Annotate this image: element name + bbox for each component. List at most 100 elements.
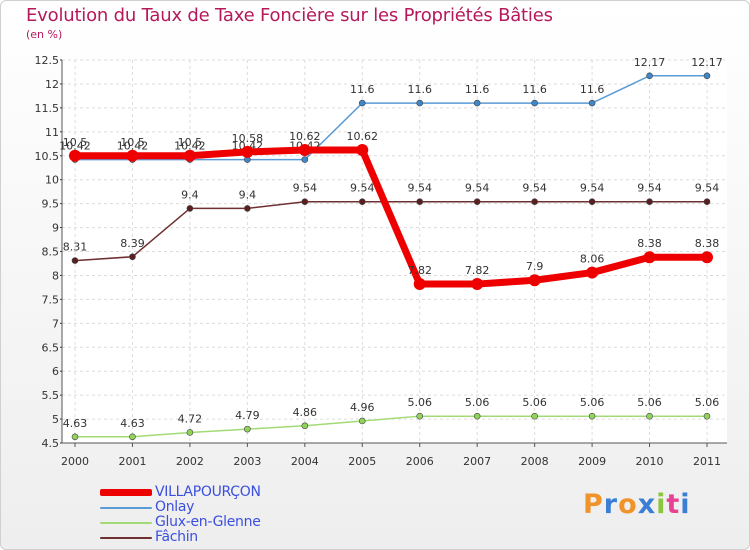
y-tick-label: 7.5 xyxy=(42,293,60,306)
data-label: 4.86 xyxy=(293,406,318,419)
y-tick-label: 10.5 xyxy=(35,150,60,163)
data-point xyxy=(531,198,538,206)
x-tick-label: 2009 xyxy=(578,455,606,468)
x-tick-label: 2003 xyxy=(233,455,261,468)
data-label: 11.6 xyxy=(465,83,490,96)
data-label: 12.17 xyxy=(634,56,666,69)
data-label: 5.06 xyxy=(580,396,605,409)
data-point xyxy=(298,144,311,157)
data-point xyxy=(413,278,426,291)
data-label: 5.06 xyxy=(695,396,720,409)
x-tick-label: 2010 xyxy=(636,455,664,468)
data-label: 5.06 xyxy=(407,396,432,409)
data-point xyxy=(473,99,481,107)
x-tick-label: 2001 xyxy=(118,455,146,468)
logo-letter: t xyxy=(666,489,681,520)
data-point xyxy=(703,412,711,420)
x-tick-label: 2000 xyxy=(61,455,89,468)
y-tick-label: 11 xyxy=(45,126,59,139)
data-label: 10.62 xyxy=(347,130,379,143)
legend-label-villapourcon: VILLAPOURÇON xyxy=(155,484,261,500)
data-label: 9.54 xyxy=(522,182,547,195)
chart-title: Evolution du Taux de Taxe Foncière sur l… xyxy=(26,5,553,26)
data-point xyxy=(301,156,309,163)
data-label: 8.38 xyxy=(695,237,720,250)
data-label: 10.5 xyxy=(120,136,145,149)
data-label: 7.9 xyxy=(526,260,544,273)
data-label: 8.39 xyxy=(120,237,145,250)
data-point xyxy=(244,205,251,212)
data-point xyxy=(703,72,711,80)
data-point xyxy=(588,99,596,107)
data-point xyxy=(356,144,369,157)
data-label: 4.79 xyxy=(235,409,260,422)
data-point xyxy=(646,412,653,420)
data-point xyxy=(241,145,254,158)
logo-letter: o xyxy=(618,489,638,520)
data-point xyxy=(71,433,79,441)
logo-letter: P xyxy=(583,489,604,520)
data-point xyxy=(416,198,424,206)
y-tick-label: 5.5 xyxy=(42,389,60,402)
series-line xyxy=(74,200,708,262)
logo-letter: x xyxy=(637,489,657,520)
legend-swatch-fachin xyxy=(100,537,152,539)
data-point xyxy=(646,198,653,206)
data-point xyxy=(701,251,713,264)
data-point xyxy=(531,99,538,107)
y-tick-label: 5 xyxy=(52,413,59,426)
data-point xyxy=(129,253,136,261)
legend-swatch-glux xyxy=(100,522,152,524)
x-tick-label: 2011 xyxy=(693,455,721,468)
data-point xyxy=(588,198,596,206)
x-tick-label: 2005 xyxy=(348,455,376,468)
data-point xyxy=(183,149,196,162)
data-label: 9.4 xyxy=(239,188,257,201)
data-label: 9.54 xyxy=(407,182,432,195)
y-tick-label: 6 xyxy=(52,365,59,378)
data-label: 5.06 xyxy=(522,396,547,409)
data-label: 7.82 xyxy=(407,264,432,277)
data-point xyxy=(186,205,194,212)
data-point xyxy=(358,198,366,206)
data-label: 8.31 xyxy=(63,241,88,254)
data-point xyxy=(703,198,711,206)
data-label: 8.38 xyxy=(637,237,662,250)
data-label: 10.42 xyxy=(117,140,149,153)
y-tick-label: 8.5 xyxy=(42,246,60,259)
x-tick-label: 2008 xyxy=(521,455,549,468)
x-tick-label: 2007 xyxy=(463,455,491,468)
y-tick-label: 11.5 xyxy=(35,102,60,115)
data-point xyxy=(646,72,653,80)
legend-swatch-villapourcon xyxy=(100,489,152,496)
data-point xyxy=(358,99,366,107)
y-tick-label: 8 xyxy=(52,269,59,282)
data-label: 5.06 xyxy=(465,396,490,409)
data-label: 10.62 xyxy=(289,130,321,143)
y-tick-label: 9 xyxy=(52,222,59,235)
series-line xyxy=(74,415,708,438)
data-label: 12.17 xyxy=(691,56,723,69)
line-chart: 4.5 5 5.5 6 6.5 7 7.5 8 8.5 9 9.5 10 10.5 11 11.5 12 12.… xyxy=(35,54,727,468)
legend-label-onlay: Onlay xyxy=(155,499,195,515)
logo-letter: r xyxy=(603,489,619,520)
data-label: 11.6 xyxy=(580,83,605,96)
data-point xyxy=(71,257,79,264)
data-label: 4.63 xyxy=(63,417,88,430)
data-point xyxy=(69,149,81,162)
y-tick-label: 9.5 xyxy=(42,198,60,211)
data-label: 9.54 xyxy=(695,182,720,195)
data-label: 4.96 xyxy=(350,401,375,414)
logo-letter: i xyxy=(680,489,691,520)
y-tick-label: 10 xyxy=(45,174,59,187)
data-label: 10.5 xyxy=(63,136,88,149)
data-label: 10.5 xyxy=(178,136,203,149)
x-tick-label: 2002 xyxy=(176,455,204,468)
data-point xyxy=(416,412,424,420)
data-label: 8.06 xyxy=(580,253,605,266)
data-point xyxy=(301,198,309,206)
data-point xyxy=(126,149,139,162)
data-label: 9.4 xyxy=(181,188,199,201)
data-label: 10.42 xyxy=(59,140,91,153)
data-label: 9.54 xyxy=(293,182,318,195)
